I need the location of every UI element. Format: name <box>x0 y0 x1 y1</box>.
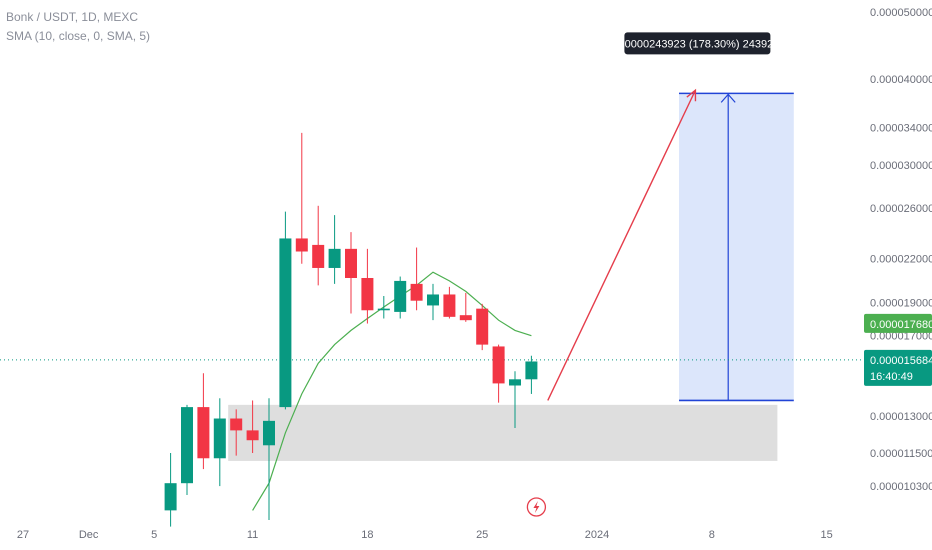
candle <box>312 205 325 286</box>
symbol-title[interactable]: Bonk / USDT, 1D, MEXC <box>6 10 139 24</box>
support-zone <box>228 404 778 461</box>
candles <box>164 132 538 527</box>
x-tick-label: 5 <box>151 529 157 541</box>
candle-body <box>328 248 341 268</box>
red-arrow-head <box>686 88 697 102</box>
candle <box>345 232 357 314</box>
candle-body <box>246 430 259 441</box>
candle-body <box>312 244 325 268</box>
event-marker[interactable] <box>526 497 547 517</box>
candle-body <box>492 346 505 384</box>
candle-body <box>427 294 439 306</box>
candle <box>410 247 423 311</box>
candle <box>476 303 489 351</box>
candle <box>361 248 374 324</box>
tooltip-text: 0.0000243923 (178.30%) 243923 <box>615 38 779 50</box>
candle <box>164 453 177 527</box>
x-tick-label: 11 <box>247 529 258 541</box>
candle <box>197 373 210 470</box>
candle <box>213 398 226 487</box>
candle-body <box>164 483 177 511</box>
candle-body <box>197 407 210 459</box>
measure-tooltip: 0.0000243923 (178.30%) 243923 <box>615 32 779 55</box>
sma-price-tag <box>864 313 932 333</box>
candle <box>492 344 505 403</box>
candle <box>509 371 521 428</box>
candle <box>230 409 243 456</box>
candle-body <box>459 315 472 321</box>
candle-body <box>279 238 292 408</box>
sma-layer <box>252 271 532 511</box>
projection-arrow[interactable] <box>547 88 697 401</box>
candle-body <box>361 277 374 311</box>
candle <box>377 296 390 319</box>
candle-body <box>394 280 407 312</box>
projection-box[interactable] <box>679 92 794 402</box>
candle-body <box>263 420 275 446</box>
candle-body <box>476 308 489 345</box>
candle <box>181 404 193 495</box>
projection-arrow-head <box>720 93 736 103</box>
x-tick-label: 15 <box>820 529 832 541</box>
candle-body <box>345 248 357 278</box>
sma-legend[interactable]: SMA (10, close, 0, SMA, 5) <box>6 29 151 43</box>
candle <box>246 400 259 454</box>
candle <box>328 215 341 284</box>
support-zone-rect <box>228 404 778 461</box>
lightning-icon <box>533 501 540 513</box>
candle <box>443 286 456 319</box>
candle <box>279 211 292 410</box>
candle-body <box>410 283 423 301</box>
chart-legend: Bonk / USDT, 1D, MEXC SMA (10, close, 0,… <box>6 8 150 46</box>
candle <box>459 292 472 322</box>
tooltip-box <box>624 32 771 55</box>
candle-body <box>230 418 243 431</box>
candle-body <box>443 294 456 317</box>
x-tick-label: 25 <box>476 529 488 541</box>
candle-body <box>181 407 193 484</box>
x-tick-label: Dec <box>79 529 99 541</box>
candle <box>525 355 538 394</box>
candle <box>263 398 275 520</box>
x-axis[interactable]: 27 Dec 5 11 18 25 2024 8 15 <box>17 529 833 541</box>
candle-body <box>377 308 390 311</box>
current-price-label: 0.0000156840 <box>870 355 932 367</box>
current-price-tag <box>864 349 932 386</box>
sma-line <box>252 271 532 511</box>
countdown-label: 16:40:49 <box>870 371 913 383</box>
x-tick-label: 2024 <box>585 529 609 541</box>
candle-body <box>509 379 521 386</box>
x-tick-label: 27 <box>17 529 29 541</box>
projection-fill <box>679 93 794 401</box>
red-arrow-line[interactable] <box>547 89 697 401</box>
candle-body <box>295 238 308 252</box>
candle-body <box>525 361 538 380</box>
candle <box>427 283 439 321</box>
candle-body <box>213 418 226 459</box>
x-tick-label: 18 <box>361 529 373 541</box>
candle <box>394 276 407 319</box>
x-tick-label: 8 <box>709 529 715 541</box>
candle <box>295 132 308 264</box>
